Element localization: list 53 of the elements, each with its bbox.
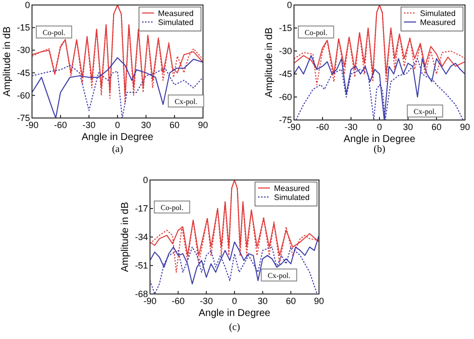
x-tick-label: 0: [232, 296, 238, 306]
y-tick-label: -60: [16, 90, 30, 100]
x-tick-label: -90: [287, 122, 301, 132]
legend-label: Measured: [158, 9, 194, 18]
y-tick-label: -30: [278, 46, 292, 56]
y-tick-label: -30: [16, 45, 30, 56]
text: (c): [228, 322, 240, 333]
x-tick-label: 60: [431, 122, 442, 132]
legend-label: Simulated: [274, 193, 310, 202]
x-tick-label: 60: [169, 120, 180, 130]
legend-label: Simulated: [158, 18, 194, 27]
legend-label: Measured: [274, 184, 310, 193]
text: (b): [374, 144, 386, 155]
x-tick-label: 60: [286, 296, 296, 306]
x-tick-label: 90: [314, 296, 324, 306]
y-tick-label: -51: [134, 260, 148, 270]
y-tick-label: -15: [278, 23, 292, 33]
legend-label: Simulated: [420, 9, 456, 18]
x-tick-label: -30: [82, 120, 96, 130]
x-tick-label: -60: [172, 296, 185, 306]
y-axis-title: Amplitude in dB: [120, 202, 131, 272]
y-tick-label: -68: [134, 289, 148, 299]
x-tick-label: -30: [344, 122, 358, 132]
y-tick-label: -45: [278, 69, 292, 79]
x-tick-label: 30: [140, 120, 152, 130]
x-tick-label: 0: [114, 120, 120, 130]
y-axis-title: Amplitude in dB: [2, 26, 13, 97]
x-tick-label: -60: [316, 122, 330, 132]
y-tick-label: -75: [278, 115, 292, 125]
x-tick-label: 90: [460, 122, 470, 132]
y-tick-label: -60: [278, 92, 292, 102]
x-tick-label: 30: [402, 122, 414, 132]
x-tick-label: -30: [200, 296, 213, 306]
y-tick-label: -17: [134, 204, 148, 214]
x-axis-title: Angle in Degree: [198, 308, 271, 319]
y-tick-label: -34: [134, 232, 148, 242]
x-tick-label: -90: [25, 120, 39, 130]
x-tick-label: -60: [54, 120, 68, 130]
y-tick-label: 0: [142, 175, 148, 185]
y-tick-label: -75: [16, 113, 30, 123]
x-axis-title: Angle in Degree: [82, 132, 154, 143]
y-tick-label: 0: [286, 0, 292, 10]
x-axis-title: Angle in Degree: [344, 134, 416, 145]
y-tick-label: -15: [16, 22, 30, 33]
text: (a): [112, 144, 124, 155]
y-tick-label: -45: [16, 68, 30, 78]
legend-label: Measured: [420, 18, 456, 27]
x-tick-label: 90: [198, 120, 208, 130]
x-tick-label: 0: [376, 122, 382, 132]
x-tick-label: -90: [143, 296, 157, 306]
y-axis-title: Amplitude in dB: [264, 27, 275, 98]
x-tick-label: 30: [258, 296, 268, 306]
y-tick-label: 0: [24, 0, 30, 10]
